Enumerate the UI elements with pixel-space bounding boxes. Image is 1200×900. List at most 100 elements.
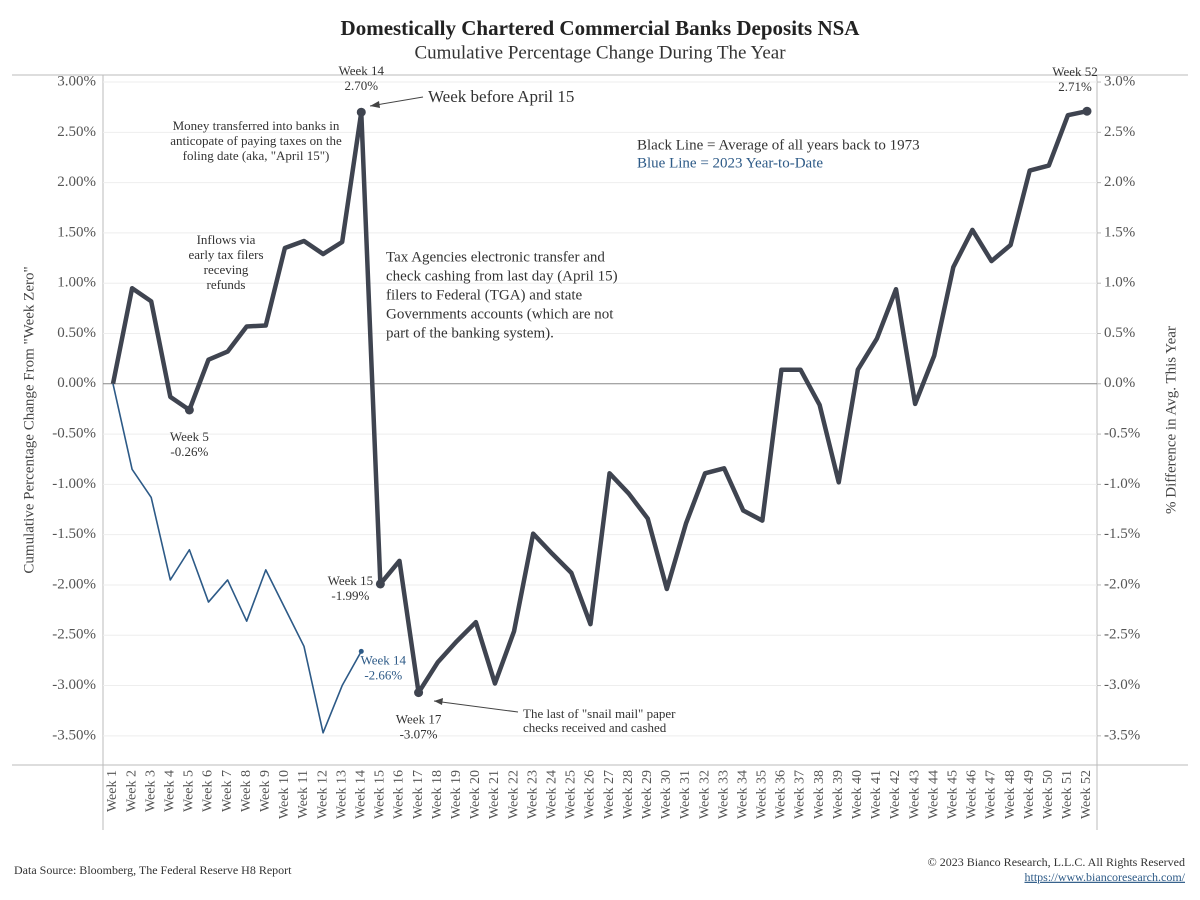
point-category: Week 14 <box>361 652 407 667</box>
y2-tick-label: -3.5% <box>1104 727 1140 743</box>
x-tick-label: Week 4 <box>163 770 178 812</box>
chart-title: Domestically Chartered Commercial Banks … <box>341 16 861 40</box>
x-tick-label: Week 5 <box>182 770 197 812</box>
y2-tick-label: -2.0% <box>1104 576 1140 592</box>
x-tick-label: Week 19 <box>449 770 464 819</box>
point <box>356 107 366 117</box>
y-tick-label: -3.00% <box>52 677 96 693</box>
y-tick-label: 2.50% <box>57 124 96 140</box>
x-tick-label: Week 18 <box>430 770 445 819</box>
x-tick-label: Week 20 <box>468 770 483 819</box>
annotation: receving <box>204 262 249 277</box>
x-tick-label: Week 44 <box>926 770 941 819</box>
x-tick-label: Week 35 <box>755 770 770 819</box>
x-tick-label: Week 50 <box>1041 770 1056 819</box>
x-tick-label: Week 27 <box>602 770 617 819</box>
x-tick-label: Week 46 <box>965 770 980 819</box>
x-tick-label: Week 51 <box>1060 770 1075 819</box>
arrow-head <box>434 698 443 705</box>
x-tick-label: Week 15 <box>373 770 388 819</box>
x-tick-label: Week 10 <box>277 770 292 819</box>
data-label: -0.26% <box>170 444 208 459</box>
point-category: Week 5 <box>170 429 209 444</box>
annotation: Tax Agencies electronic transfer and <box>386 249 605 265</box>
data-label: -2.66% <box>364 667 402 682</box>
x-tick-label: Week 12 <box>315 770 330 819</box>
annotation: check cashing from last day (April 15) <box>386 268 618 284</box>
x-tick-label: Week 34 <box>735 770 750 819</box>
y2-tick-label: 1.5% <box>1104 224 1135 240</box>
x-tick-label: Week 7 <box>220 770 235 812</box>
x-tick-label: Week 14 <box>353 770 368 819</box>
arrow <box>433 700 519 713</box>
y-tick-label: 0.00% <box>57 375 96 391</box>
annotation: Inflows via <box>197 232 256 247</box>
y2-axis-title: % Difference in Avg. This Year <box>1163 326 1179 514</box>
y2-tick-label: 0.5% <box>1104 325 1135 341</box>
y-tick-label: -2.00% <box>52 576 96 592</box>
x-tick-label: Week 52 <box>1079 770 1094 819</box>
legend-entry: Black Line = Average of all years back t… <box>637 137 920 153</box>
x-tick-label: Week 40 <box>850 770 865 819</box>
y2-tick-label: 2.0% <box>1104 174 1135 190</box>
x-tick-label: Week 30 <box>659 770 674 819</box>
data-label: -3.07% <box>400 727 438 742</box>
x-tick-label: Week 2 <box>124 770 139 812</box>
annotation: The last of "snail mail" paper <box>523 706 676 721</box>
y-tick-label: 3.00% <box>57 73 96 89</box>
x-tick-label: Week 33 <box>716 770 731 819</box>
x-tick-label: Week 48 <box>1003 770 1018 819</box>
data-label: 2.70% <box>344 78 378 93</box>
x-tick-label: Week 31 <box>678 770 693 819</box>
x-tick-label: Week 16 <box>392 770 407 819</box>
x-tick-label: Week 3 <box>143 770 158 812</box>
x-tick-label: Week 25 <box>564 770 579 819</box>
x-tick-label: Week 17 <box>411 770 426 819</box>
annotation: foling date (aka, "April 15") <box>183 148 330 163</box>
data-label: -1.99% <box>331 588 369 603</box>
copyright: © 2023 Bianco Research, L.L.C. All Right… <box>928 855 1185 869</box>
x-tick-label: Week 22 <box>506 770 521 819</box>
y-tick-label: 0.50% <box>57 325 96 341</box>
y-tick-label: -2.50% <box>52 627 96 643</box>
y2-tick-label: -1.0% <box>1104 476 1140 492</box>
y-tick-label: -1.00% <box>52 476 96 492</box>
annotation: refunds <box>207 277 246 292</box>
x-tick-label: Week 39 <box>831 770 846 819</box>
y2-tick-label: 3.0% <box>1104 73 1135 89</box>
series-line <box>110 109 1088 695</box>
y-tick-label: -1.50% <box>52 526 96 542</box>
y-tick-label: 1.00% <box>57 275 96 291</box>
point-category: Week 15 <box>328 573 374 588</box>
x-tick-label: Week 1 <box>105 770 120 812</box>
x-tick-label: Week 41 <box>869 770 884 819</box>
series-line <box>112 383 362 734</box>
point-category: Week 14 <box>339 63 385 78</box>
x-tick-label: Week 21 <box>487 770 502 819</box>
annotation: anticopate of paying taxes on the <box>170 133 342 148</box>
x-tick-label: Week 24 <box>544 770 559 819</box>
source: Data Source: Bloomberg, The Federal Rese… <box>14 863 292 877</box>
annotation: filers to Federal (TGA) and state <box>386 287 583 303</box>
x-tick-label: Week 32 <box>697 770 712 819</box>
y-axis-title: Cumulative Percentage Change From "Week … <box>21 266 37 573</box>
chart-subtitle: Cumulative Percentage Change During The … <box>414 42 786 63</box>
x-tick-label: Week 8 <box>239 770 254 812</box>
y2-tick-label: -2.5% <box>1104 627 1140 643</box>
x-tick-label: Week 9 <box>258 770 273 812</box>
x-tick-label: Week 28 <box>621 770 636 819</box>
x-tick-label: Week 37 <box>793 770 808 819</box>
point-category: Week 17 <box>396 712 442 727</box>
annotation: part of the banking system). <box>386 325 554 341</box>
x-tick-label: Week 13 <box>334 770 349 819</box>
x-tick-label: Week 43 <box>907 770 922 819</box>
x-tick-label: Week 23 <box>525 770 540 819</box>
url: https://www.biancoresearch.com/ <box>1024 870 1185 884</box>
x-tick-label: Week 36 <box>774 770 789 819</box>
x-tick-label: Week 11 <box>296 770 311 819</box>
x-tick-label: Week 42 <box>888 770 903 819</box>
point <box>375 579 385 589</box>
y2-tick-label: 1.0% <box>1104 275 1135 291</box>
y2-tick-label: 0.0% <box>1104 375 1135 391</box>
data-label: 2.71% <box>1058 79 1092 94</box>
